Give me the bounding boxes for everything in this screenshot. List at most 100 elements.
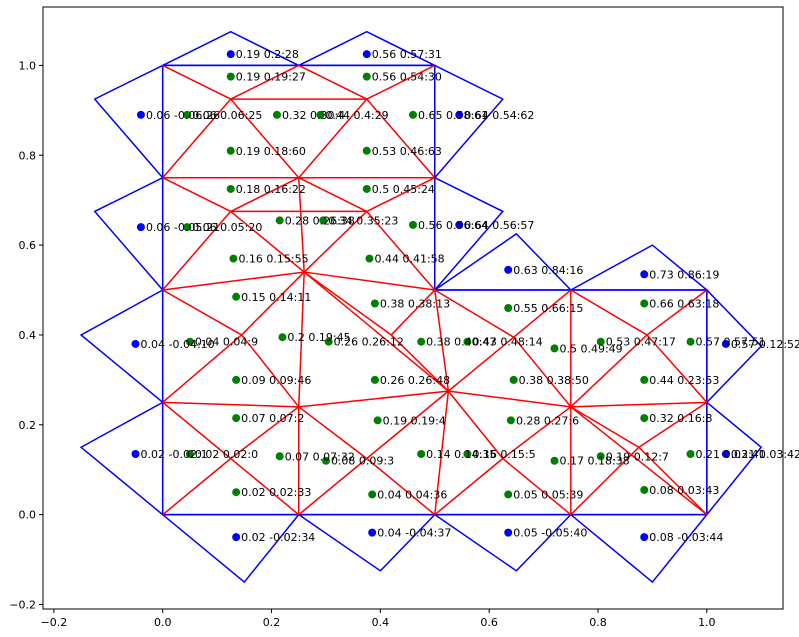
mesh-edge [638, 446, 708, 516]
data-point [362, 184, 371, 193]
data-point [640, 299, 649, 308]
mesh-edge [366, 457, 436, 516]
mesh-edge [513, 336, 572, 408]
point-label: 0.53 0.47:17 [606, 336, 676, 349]
data-point [131, 450, 140, 459]
point-label: 0.07 0.07:32 [285, 450, 355, 463]
data-point [686, 450, 695, 459]
point-label: 0.2 0.19:45 [287, 331, 350, 344]
ghost-triangle [296, 513, 437, 572]
point-label: 0.44 0.4:29 [326, 109, 389, 122]
mesh-edge [303, 210, 368, 273]
x-tick-label: −0.2 [41, 616, 68, 629]
mesh-edge [570, 446, 640, 516]
mesh-edge [162, 289, 242, 336]
data-point [368, 528, 377, 537]
mesh-edge [502, 457, 572, 516]
ghost-triangle [432, 232, 573, 291]
data-point [316, 110, 325, 119]
ghost-triangle [568, 513, 709, 584]
data-point [226, 146, 235, 155]
data-point [275, 452, 284, 461]
x-tick-label: 0.4 [372, 616, 390, 629]
mesh-edge [434, 457, 504, 516]
y-tick-label: 0.8 [19, 149, 37, 162]
y-tick-label: 0.4 [19, 329, 37, 342]
data-point [136, 110, 145, 119]
point-label: 0.19 0.19:4 [383, 414, 446, 427]
mesh-edge [570, 289, 648, 336]
data-point [136, 223, 145, 232]
point-label: 0.44 0.41:58 [374, 253, 444, 266]
mesh-edge [162, 64, 232, 100]
mesh-edge [434, 289, 450, 392]
data-point [232, 292, 241, 301]
mesh-edge [502, 406, 572, 460]
point-label: 0.18 0.16:22 [236, 183, 306, 196]
data-point [640, 485, 649, 494]
point-label: 0.06 -0.05:21 [146, 221, 220, 234]
point-label: 0.08 -0.03:44 [649, 531, 723, 544]
plot-frame [42, 6, 784, 610]
data-point [721, 339, 730, 348]
point-label: 0.56 0.54:30 [372, 71, 442, 84]
data-point [226, 50, 235, 59]
x-tick-label: 0.2 [263, 616, 281, 629]
point-label: 0.08 0.03:43 [649, 484, 719, 497]
point-labels-group: 0.19 0.19:27 0.56 0.54:30 0.06 0.06:25 0.32… [141, 48, 799, 544]
y-tick-label: 1.0 [19, 59, 37, 72]
point-label: 0.19 0.18:60 [236, 145, 306, 158]
mesh-edge [366, 98, 436, 179]
data-point [185, 450, 194, 459]
mesh-edge [298, 98, 368, 179]
data-point [232, 533, 241, 542]
data-point [226, 184, 235, 193]
data-point [640, 414, 649, 423]
point-label: 0.19 0.19:27 [236, 71, 306, 84]
mesh-edge [230, 177, 300, 213]
mesh-group [162, 64, 708, 516]
mesh-edge [570, 406, 640, 448]
data-point [131, 339, 140, 348]
point-label: 0.73 0.86:19 [649, 268, 719, 281]
data-point [321, 456, 330, 465]
data-point [370, 299, 379, 308]
data-point [232, 488, 241, 497]
y-tick-label: 0.6 [19, 239, 37, 252]
data-point [596, 337, 605, 346]
y-tick-label: 0.0 [19, 509, 37, 522]
point-label: 0.26 0.26:48 [380, 374, 450, 387]
mesh-edge [434, 289, 515, 338]
mesh-edge [162, 334, 243, 403]
mesh-edge [303, 271, 449, 392]
point-label: 0.32 0.30:4 [282, 109, 345, 122]
mesh-edge [162, 401, 299, 408]
point-label: 0.05 0.05:39 [513, 488, 583, 501]
mesh-edge [162, 271, 305, 291]
data-point [417, 337, 426, 346]
point-label: 0.38 0.40:47 [426, 336, 496, 349]
point-label: 0.53 0.46:63 [372, 145, 442, 158]
mesh-edge [230, 406, 300, 460]
data-point [229, 254, 238, 263]
point-label: 0.19 0.12:7 [606, 450, 669, 463]
mesh-edge [297, 272, 305, 407]
data-point [319, 216, 328, 225]
mesh-edge [304, 271, 435, 291]
mesh-edge [298, 457, 368, 516]
mesh-edge [230, 210, 305, 273]
mesh-edge [434, 391, 450, 515]
data-point [370, 375, 379, 384]
point-label: 0.21 0.03:42 [731, 448, 799, 461]
data-point [232, 414, 241, 423]
point-label: 0.04 0.04:36 [377, 488, 447, 501]
mesh-edge [366, 177, 436, 213]
mesh-edge [162, 177, 232, 213]
mesh-edge [447, 390, 504, 459]
point-label: 0.56 0.57:31 [372, 48, 442, 61]
point-label: 0.06 0.06:25 [192, 109, 262, 122]
mesh-edge [297, 177, 305, 273]
point-label: 0.66 0.63:18 [649, 298, 719, 311]
data-point [226, 72, 235, 81]
mesh-edge [298, 64, 368, 100]
